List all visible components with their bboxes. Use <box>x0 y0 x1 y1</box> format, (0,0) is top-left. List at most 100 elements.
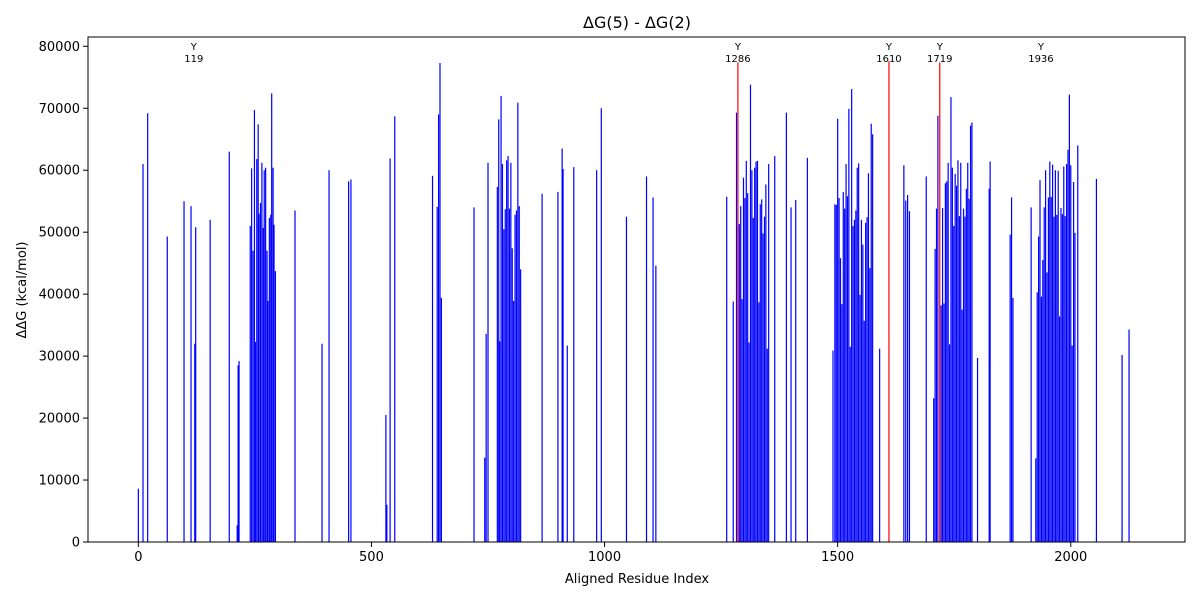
bar <box>785 112 787 542</box>
bar <box>166 236 168 542</box>
bar <box>842 191 844 542</box>
bar <box>520 269 522 542</box>
bar <box>1061 214 1063 542</box>
bar <box>855 210 857 542</box>
bar <box>839 258 842 542</box>
highlight-bar <box>939 62 941 543</box>
bar <box>835 204 837 543</box>
bar <box>267 300 269 542</box>
bar <box>645 176 648 543</box>
bar <box>385 414 387 542</box>
bar <box>473 207 475 542</box>
bar <box>971 122 973 542</box>
bar <box>856 167 858 543</box>
bar <box>294 210 296 542</box>
bar <box>762 233 764 543</box>
bar <box>261 162 263 543</box>
bar <box>976 357 979 542</box>
bar <box>253 110 256 543</box>
bar <box>732 301 734 542</box>
bar <box>517 102 519 543</box>
bar <box>236 525 238 542</box>
bar <box>1095 178 1098 542</box>
bar <box>766 348 768 542</box>
bar <box>852 225 854 543</box>
bar <box>968 198 970 542</box>
x-tick-label: 1000 <box>588 550 621 565</box>
bar <box>256 159 258 542</box>
bar <box>263 170 265 542</box>
bar <box>251 168 253 543</box>
bar <box>1064 216 1066 542</box>
bar <box>869 268 871 542</box>
bar <box>837 118 839 542</box>
bar <box>765 184 767 542</box>
bar <box>596 170 598 542</box>
bar <box>1057 170 1059 542</box>
bar <box>846 196 849 542</box>
bar <box>761 199 763 542</box>
y-tick-label: 0 <box>72 536 80 551</box>
bar <box>735 112 738 542</box>
bar <box>905 200 907 542</box>
bar <box>745 160 747 542</box>
bar <box>859 294 861 542</box>
bar <box>841 304 843 542</box>
bar <box>858 163 860 542</box>
y-tick-label: 20000 <box>39 412 80 427</box>
x-tick-label: 1500 <box>821 550 854 565</box>
bar <box>508 208 511 542</box>
x-tick-label: 500 <box>359 550 384 565</box>
bar <box>655 265 657 542</box>
annotation-letter: Y <box>885 42 893 53</box>
bar <box>500 95 502 543</box>
bar <box>506 160 508 542</box>
bar <box>749 84 752 543</box>
bar <box>1063 166 1065 542</box>
bar <box>946 181 948 542</box>
bar <box>266 250 268 542</box>
bar <box>238 361 240 542</box>
bar <box>258 213 260 542</box>
bar <box>274 271 277 542</box>
bar <box>1009 234 1011 542</box>
bar <box>967 162 969 543</box>
bar <box>752 217 754 542</box>
bar <box>872 134 874 542</box>
bar <box>503 229 505 542</box>
bar <box>747 193 749 542</box>
bar <box>386 504 388 542</box>
y-axis-ticks: 0 10000 20000 30000 40000 50000 60000 70000 8000… <box>39 40 88 551</box>
bar <box>790 207 792 542</box>
bar <box>748 342 750 542</box>
bar <box>573 167 575 542</box>
x-tick-label: 0 <box>134 550 142 565</box>
bar <box>504 209 506 542</box>
bar <box>1043 207 1045 542</box>
bar <box>1012 297 1014 542</box>
bar <box>958 216 960 542</box>
bar <box>1058 316 1061 542</box>
chart-title: ΔG(5) - ΔG(2) <box>583 13 691 32</box>
y-tick-label: 40000 <box>39 288 80 303</box>
bar <box>759 204 761 543</box>
bar <box>865 222 867 542</box>
bar <box>969 125 972 543</box>
bar <box>484 457 486 542</box>
bar <box>866 217 868 542</box>
bar <box>944 183 946 543</box>
bar <box>948 344 951 542</box>
bar <box>507 155 509 542</box>
bar <box>137 488 139 542</box>
bar <box>751 170 753 542</box>
bar <box>510 162 512 543</box>
bar <box>600 108 602 542</box>
bar <box>259 203 262 542</box>
bar <box>1010 197 1013 543</box>
bar <box>183 201 185 542</box>
bar <box>953 225 955 543</box>
bar <box>962 208 965 542</box>
bar <box>501 164 504 542</box>
